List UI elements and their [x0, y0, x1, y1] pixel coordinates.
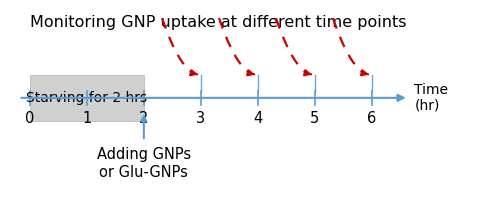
Text: 6: 6 [367, 111, 376, 126]
Bar [30, 75, 144, 121]
Text: 2: 2 [139, 111, 148, 126]
Text: 0: 0 [25, 111, 34, 126]
Text: 1: 1 [82, 111, 92, 126]
Text: Time
(hr): Time (hr) [414, 83, 448, 113]
Text: 4: 4 [253, 111, 262, 126]
Text: Starving for 2 hrs: Starving for 2 hrs [26, 91, 148, 105]
Text: Adding GNPs
or Glu-GNPs: Adding GNPs or Glu-GNPs [97, 147, 191, 180]
Text: Monitoring GNP uptake at different time points: Monitoring GNP uptake at different time … [30, 15, 406, 30]
Text: 5: 5 [310, 111, 320, 126]
Text: 3: 3 [196, 111, 205, 126]
